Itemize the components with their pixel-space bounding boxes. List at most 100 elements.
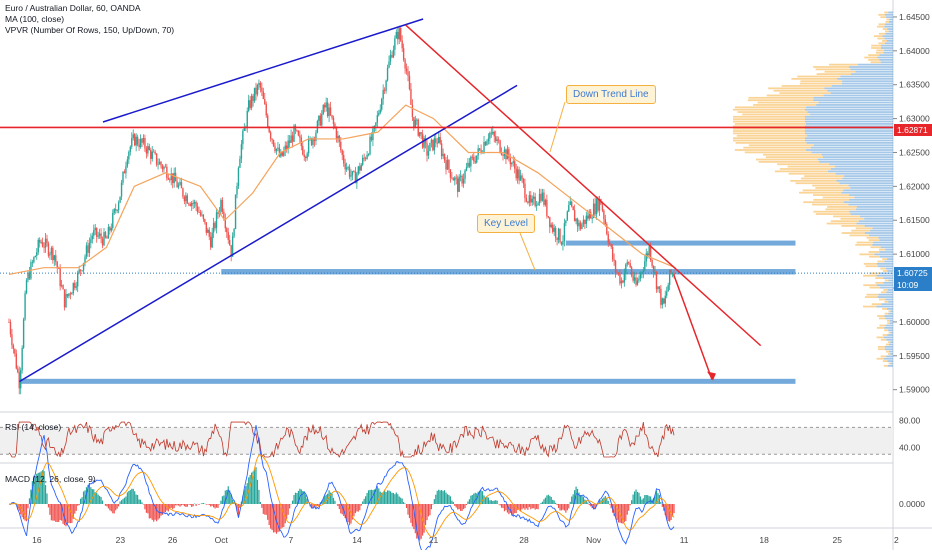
candle-body xyxy=(248,100,249,111)
macd-histogram-bar xyxy=(217,504,218,508)
macd-histogram-bar xyxy=(270,504,271,529)
candle-body xyxy=(143,138,144,143)
volume-profile-up xyxy=(805,116,893,118)
volume-profile-down xyxy=(790,180,836,182)
volume-profile-down xyxy=(870,287,881,289)
candle-body xyxy=(11,334,12,345)
macd-histogram-bar xyxy=(635,490,636,504)
volume-profile-down xyxy=(840,218,864,220)
macd-histogram-bar xyxy=(58,504,59,522)
volume-profile-down xyxy=(887,322,890,324)
macd-histogram-bar xyxy=(557,504,558,505)
volume-profile-down xyxy=(865,296,878,298)
candle-body xyxy=(453,178,454,180)
macd-histogram-bar xyxy=(407,504,408,515)
volume-profile-up xyxy=(806,106,893,108)
volume-profile-up xyxy=(805,140,893,142)
candle-body xyxy=(380,110,381,113)
macd-histogram-bar xyxy=(254,469,255,504)
macd-histogram-bar xyxy=(492,501,493,504)
candle-body xyxy=(64,289,65,307)
volume-profile-up xyxy=(879,59,893,61)
macd-histogram-bar xyxy=(464,504,465,508)
candle-body xyxy=(119,197,120,203)
volume-profile-up xyxy=(887,40,893,42)
volume-profile-up xyxy=(885,23,893,25)
candle-body xyxy=(431,140,432,143)
macd-histogram-bar xyxy=(286,504,287,519)
volume-profile-up xyxy=(849,199,893,201)
macd-histogram-bar xyxy=(409,504,410,518)
macd-histogram-bar xyxy=(146,504,147,513)
candle-body xyxy=(323,105,324,114)
candle-body xyxy=(412,105,413,117)
macd-legend: MACD (12, 26, close, 9) xyxy=(5,474,96,485)
volume-profile-down xyxy=(735,106,806,108)
macd-histogram-bar xyxy=(428,504,429,516)
volume-profile-down xyxy=(856,227,873,229)
volume-profile-down xyxy=(871,45,881,47)
candle-body xyxy=(568,205,569,211)
candle-body xyxy=(628,262,629,263)
candle-body xyxy=(549,217,550,227)
volume-profile-down xyxy=(866,265,878,267)
candle-body xyxy=(48,243,49,255)
macd-histogram-bar xyxy=(121,500,122,504)
volume-profile-down xyxy=(877,26,884,28)
candle-body xyxy=(469,163,470,167)
price-tick-label: 1.59000 xyxy=(899,385,930,395)
candle-body xyxy=(71,293,72,294)
candle-body xyxy=(197,206,198,211)
candle-body xyxy=(365,158,366,159)
volume-profile-up xyxy=(827,90,893,92)
candle-body xyxy=(529,195,530,203)
macd-histogram-bar xyxy=(391,493,392,504)
candle-body xyxy=(70,293,71,294)
volume-profile-up xyxy=(879,54,893,56)
candle-body xyxy=(621,281,622,284)
candle-body xyxy=(489,133,490,139)
volume-profile-down xyxy=(866,294,878,296)
candle-body xyxy=(521,175,522,178)
volume-profile-up xyxy=(884,49,893,51)
candle-body xyxy=(406,69,407,72)
candle-body xyxy=(472,157,473,158)
macd-histogram-bar xyxy=(400,498,401,504)
macd-histogram-bar xyxy=(558,504,559,508)
candle-body xyxy=(419,132,420,136)
macd-histogram-bar xyxy=(258,490,259,504)
volume-profile-up xyxy=(843,189,893,191)
candle-body xyxy=(635,277,636,284)
candle-body xyxy=(609,243,610,244)
candle-body xyxy=(463,179,464,184)
candle-body xyxy=(492,132,493,134)
macd-histogram-bar xyxy=(111,504,112,511)
volume-profile-down xyxy=(768,87,824,89)
volume-profile-up xyxy=(842,178,893,180)
macd-histogram-bar xyxy=(404,503,405,504)
macd-histogram-bar xyxy=(339,504,340,509)
candle-body xyxy=(10,322,11,334)
macd-histogram-bar xyxy=(77,504,78,506)
volume-profile-up xyxy=(806,142,893,144)
candle-body xyxy=(605,219,606,224)
volume-profile-up xyxy=(885,348,893,350)
candle-body xyxy=(583,220,584,225)
candle-body xyxy=(109,227,110,231)
macd-histogram-bar xyxy=(212,504,213,506)
volume-profile-up xyxy=(844,175,893,177)
volume-profile-up xyxy=(883,282,893,284)
macd-histogram-bar xyxy=(361,504,362,506)
volume-profile-up xyxy=(873,227,893,229)
macd-histogram-bar xyxy=(185,504,186,507)
macd-histogram-bar xyxy=(190,504,191,505)
volume-profile-down xyxy=(817,73,851,75)
macd-histogram-bar xyxy=(184,504,185,506)
macd-histogram-bar xyxy=(577,489,578,504)
volume-profile-down xyxy=(878,14,885,16)
candle-body xyxy=(536,205,537,206)
candle-body xyxy=(543,193,544,205)
macd-histogram-bar xyxy=(368,490,369,504)
